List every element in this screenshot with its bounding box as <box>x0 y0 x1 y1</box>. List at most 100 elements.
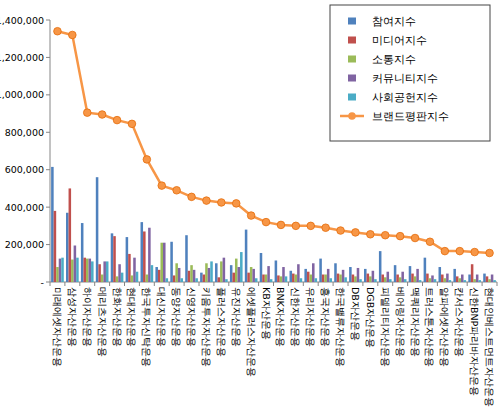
bar <box>486 276 489 282</box>
bar <box>136 272 139 282</box>
bar <box>476 275 479 282</box>
line-marker <box>352 229 360 237</box>
bar <box>160 243 163 282</box>
bar <box>86 259 89 282</box>
x-tick-label: 미래에셋자산운용 <box>52 287 63 367</box>
x-tick-label: 키움투자자산운용 <box>201 287 212 367</box>
bar <box>312 263 315 282</box>
line-marker <box>98 111 106 119</box>
line-marker <box>277 221 285 229</box>
bar <box>401 272 404 282</box>
bar <box>238 267 241 282</box>
x-tick-label: 칸서스자산운용 <box>454 287 465 357</box>
x-tick-label: 메리츠자산운용 <box>97 287 108 357</box>
bar <box>225 279 228 282</box>
x-tick <box>79 282 80 286</box>
bar <box>304 269 307 282</box>
x-tick <box>50 282 51 286</box>
bar <box>367 274 370 282</box>
x-tick-label: 맥쿼리자산운용 <box>410 287 421 357</box>
line-marker <box>367 230 375 238</box>
line-marker <box>426 238 434 246</box>
legend-label: 브랜드평판지수 <box>372 110 449 122</box>
bar <box>240 252 243 282</box>
bar <box>178 268 181 282</box>
line-marker <box>232 200 240 208</box>
y-tick <box>46 244 50 245</box>
x-tick <box>422 282 423 286</box>
bar <box>372 271 375 282</box>
bar <box>247 273 250 282</box>
bar <box>195 278 198 282</box>
bar <box>379 251 382 282</box>
bar <box>74 246 77 282</box>
x-tick-label: KB자산운용 <box>261 287 272 340</box>
bar <box>61 258 64 282</box>
x-tick <box>154 282 155 286</box>
x-tick-label: DGB자산운용 <box>365 287 376 348</box>
bar <box>56 267 59 282</box>
x-tick <box>109 282 110 286</box>
bar <box>265 275 268 282</box>
bar <box>69 188 72 282</box>
line-marker <box>471 248 479 256</box>
bar <box>409 266 412 282</box>
line-marker <box>262 218 270 226</box>
bar <box>277 275 280 282</box>
x-tick <box>94 282 95 286</box>
bar <box>118 264 121 282</box>
line-marker <box>83 109 91 117</box>
bar <box>319 259 322 282</box>
x-tick-label: BNK자산운용 <box>275 287 286 347</box>
bar <box>389 279 392 282</box>
bar <box>148 228 151 282</box>
x-tick-label: 신한자산운용 <box>290 287 301 347</box>
y-tick-label: 200,000 <box>5 239 44 250</box>
bar <box>429 278 432 282</box>
bar <box>188 271 191 282</box>
bar <box>464 280 467 282</box>
legend-label: 소통지수 <box>372 53 416 65</box>
bar <box>315 278 318 282</box>
bar <box>387 272 390 282</box>
line-marker <box>307 222 315 230</box>
legend-swatch <box>348 37 356 44</box>
bar <box>493 280 496 282</box>
bar <box>275 260 278 282</box>
bar <box>282 267 285 282</box>
bar <box>444 278 447 282</box>
bar <box>180 278 183 282</box>
x-tick-label: 한국투자신탁운용 <box>141 287 152 367</box>
bar <box>446 274 449 282</box>
line-marker <box>158 182 166 190</box>
y-tick <box>46 20 50 21</box>
bar <box>369 276 372 282</box>
bar <box>349 267 352 282</box>
y-tick <box>46 169 50 170</box>
bar <box>255 278 258 282</box>
bar <box>121 273 124 282</box>
x-tick <box>437 282 438 286</box>
x-tick-label: DB자산운용 <box>350 287 361 341</box>
bar <box>285 276 288 282</box>
x-tick <box>139 282 140 286</box>
bar <box>431 275 434 282</box>
bar <box>419 280 422 282</box>
y-tick-label: 800,000 <box>5 127 44 138</box>
bar <box>292 274 295 282</box>
line-marker <box>54 27 62 35</box>
x-tick-label: 베어링자산운용 <box>395 287 406 357</box>
bar <box>327 269 330 282</box>
bar <box>203 275 206 282</box>
bar <box>235 259 238 282</box>
bar <box>404 279 407 282</box>
bar <box>270 279 273 282</box>
bar <box>426 274 429 282</box>
y-tick-label: - <box>41 277 44 288</box>
x-tick <box>258 282 259 286</box>
bar <box>471 264 474 282</box>
bar <box>223 258 226 282</box>
x-tick-label: 대신자산운용 <box>156 287 167 347</box>
bar <box>334 263 337 282</box>
x-tick-label: 현대자산운용 <box>126 287 137 347</box>
